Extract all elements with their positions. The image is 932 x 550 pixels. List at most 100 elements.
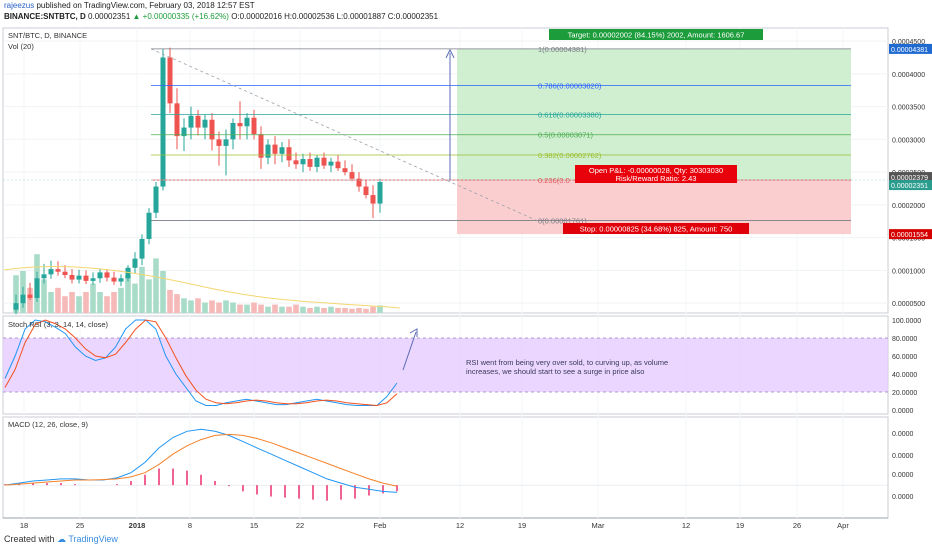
volume-bar — [202, 302, 208, 313]
stoch-tick-label: 40.0000 — [892, 372, 917, 379]
ticker: BINANCE:SNTBTC, D — [4, 12, 86, 21]
volume-bar — [377, 305, 383, 313]
volume-bar — [153, 258, 159, 313]
fib-level-label: 1(0.00004381) — [538, 45, 587, 54]
volume-ma-line — [3, 266, 401, 309]
price-tick-label: 0.0002000 — [892, 203, 925, 210]
candle-body — [293, 160, 299, 165]
pl-badge — [575, 165, 737, 183]
volume-bar — [363, 308, 369, 313]
price-tick-label: 0.0004000 — [892, 72, 925, 79]
time-tick-label: 22 — [296, 521, 304, 530]
candle-body — [55, 269, 61, 272]
tradingview-brand[interactable]: TradingView — [68, 534, 118, 544]
candle-body — [321, 157, 327, 166]
volume-bar — [62, 296, 68, 313]
candle-body — [279, 147, 285, 154]
candle-body — [20, 294, 26, 304]
volume-bar — [13, 275, 19, 313]
candle-body — [251, 117, 257, 135]
footer: Created with ☁ TradingView — [4, 534, 118, 545]
volume-bar — [258, 304, 264, 313]
volume-bar — [160, 271, 166, 313]
stoch-tick-label: 80.0000 — [892, 336, 917, 343]
volume-bar — [146, 279, 152, 313]
candle-body — [286, 147, 292, 161]
volume-bar — [307, 307, 313, 313]
candle-body — [230, 123, 236, 140]
price-tick-label: 0.0001000 — [892, 268, 925, 275]
volume-bar — [216, 302, 222, 313]
last-price: 0.00002351 — [88, 12, 131, 21]
candle-body — [342, 168, 348, 173]
time-tick-label: Mar — [592, 521, 605, 530]
volume-bar — [41, 279, 47, 313]
fib-level-label: 0.5(0.00003071) — [538, 131, 594, 140]
volume-bar — [139, 266, 145, 313]
volume-bar — [356, 307, 362, 313]
price-panel-title: SNT/BTC, D, BINANCE — [8, 31, 87, 40]
candle-body — [41, 274, 47, 279]
macd-tick-label: 0.0000 — [892, 494, 914, 501]
stoch-tick-label: 20.0000 — [892, 390, 917, 397]
candle-body — [111, 277, 117, 282]
candle-body — [300, 159, 306, 165]
macd-panel-frame — [2, 416, 889, 519]
volume-bar — [293, 304, 299, 313]
candle-body — [195, 115, 201, 128]
volume-bar — [181, 298, 187, 313]
time-tick-label: 15 — [250, 521, 258, 530]
time-tick-label: 2018 — [129, 521, 146, 530]
fib-level-label: 0(0.00001761) — [538, 217, 587, 226]
candle-body — [377, 181, 383, 204]
candle-body — [258, 134, 264, 158]
candle-body — [265, 144, 271, 158]
time-tick-label: 19 — [736, 521, 744, 530]
candle-body — [370, 195, 376, 204]
candle-body — [83, 275, 89, 281]
candle-body — [314, 157, 320, 167]
stoch-line-k — [4, 319, 398, 406]
stoch-panel-title: Stoch RSI (3, 3, 14, 14, close) — [8, 320, 109, 329]
candle-body — [146, 212, 152, 239]
time-tick-label: 8 — [188, 521, 192, 530]
volume-bar — [27, 287, 33, 313]
candle-body — [118, 278, 124, 282]
candle-body — [62, 271, 68, 275]
price-axis-badge — [889, 229, 932, 240]
stoch-tick-label: 100.0000 — [892, 318, 921, 325]
volume-bar — [328, 306, 334, 313]
candle-body — [167, 57, 173, 104]
price-axis-badge-label: 0.00004381 — [891, 47, 928, 54]
price-tick-label: 0.0003000 — [892, 137, 925, 144]
open-pl-label: Open P&L: -0.00000028, Qty: 30303030 — [589, 166, 723, 175]
candle-body — [216, 139, 222, 146]
candle-body — [307, 159, 313, 167]
author-link[interactable]: rajeezus — [4, 1, 35, 10]
time-tick-label: 12 — [682, 521, 690, 530]
volume-bar — [195, 298, 201, 313]
volume-bar — [111, 292, 117, 313]
time-tick-label: 26 — [793, 521, 801, 530]
volume-bar — [300, 306, 306, 313]
macd-tick-label: 0.0000 — [892, 472, 914, 479]
volume-bar — [279, 306, 285, 313]
candle-body — [237, 123, 243, 127]
volume-bar — [321, 307, 327, 313]
volume-bar — [230, 302, 236, 313]
candle-body — [328, 161, 334, 166]
volume-bar — [83, 292, 89, 313]
publish-line: rajeezus published on TradingView.com, F… — [4, 1, 255, 10]
candle-body — [244, 117, 250, 127]
ohlc-values: O:0.00002016 H:0.00002536 L:0.00001887 C… — [231, 12, 439, 21]
volume-bar — [90, 283, 96, 313]
candle-body — [223, 139, 229, 146]
volume-bar — [272, 304, 278, 313]
created-with-text: Created with — [4, 534, 55, 544]
volume-bar — [342, 307, 348, 313]
time-tick-label: 12 — [456, 521, 464, 530]
volume-panel-title: Vol (20) — [8, 42, 34, 51]
macd-tick-label: 0.0000 — [892, 431, 914, 438]
risk-reward-label: Risk/Reward Ratio: 2.43 — [616, 174, 697, 183]
